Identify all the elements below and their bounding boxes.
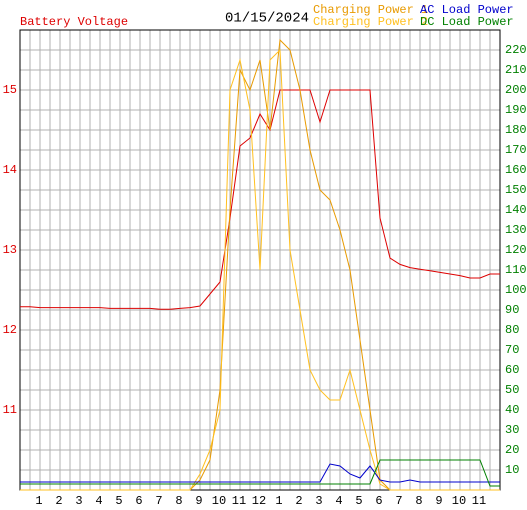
x-tick-label: 10 (452, 494, 466, 508)
x-tick-label: 4 (95, 494, 102, 508)
y2-tick-label: 160 (505, 163, 527, 177)
x-tick-label: 11 (232, 494, 246, 508)
y-tick-label: 11 (3, 403, 17, 417)
x-tick-label: 8 (415, 494, 422, 508)
y2-tick-label: 20 (505, 443, 519, 457)
y2-tick-label: 210 (505, 63, 527, 77)
y2-tick-label: 170 (505, 143, 527, 157)
x-tick-label: 9 (195, 494, 202, 508)
x-tick-label: 10 (212, 494, 226, 508)
y-tick-label: 14 (3, 163, 17, 177)
y2-tick-label: 150 (505, 183, 527, 197)
y-tick-label: 12 (3, 323, 17, 337)
y2-tick-label: 30 (505, 423, 519, 437)
x-tick-label: 7 (155, 494, 162, 508)
x-tick-label: 6 (135, 494, 142, 508)
y2-tick-label: 40 (505, 403, 519, 417)
x-tick-label: 3 (75, 494, 82, 508)
y2-tick-label: 100 (505, 283, 527, 297)
legend-entry: Charging Power 1 (313, 3, 428, 17)
y-axis-label: Battery Voltage (20, 15, 128, 29)
series-line (20, 459, 500, 487)
y2-tick-label: 140 (505, 203, 527, 217)
y2-tick-label: 10 (505, 463, 519, 477)
chart-title: 01/15/2024 (225, 11, 309, 27)
series-line (20, 89, 500, 310)
plot-frame (19, 29, 501, 491)
x-tick-label: 4 (335, 494, 342, 508)
legend-entry: Charging Power 2 (313, 15, 428, 29)
x-tick-label: 12 (252, 494, 266, 508)
x-tick-label: 8 (175, 494, 182, 508)
x-tick-label: 9 (435, 494, 442, 508)
x-tick-label: 6 (375, 494, 382, 508)
y2-tick-label: 50 (505, 383, 519, 397)
y-tick-label: 13 (3, 243, 17, 257)
series-line (20, 48, 500, 491)
y2-tick-label: 110 (505, 263, 527, 277)
x-tick-label: 2 (295, 494, 302, 508)
x-tick-label: 3 (315, 494, 322, 508)
x-tick-label: 7 (395, 494, 402, 508)
x-tick-label: 1 (35, 494, 42, 508)
y2-tick-label: 130 (505, 223, 527, 237)
x-tick-label: 1 (275, 494, 282, 508)
y2-tick-label: 70 (505, 343, 519, 357)
y2-tick-label: 190 (505, 103, 527, 117)
y2-tick-label: 90 (505, 303, 519, 317)
x-tick-label: 5 (115, 494, 122, 508)
legend-entry: AC Load Power (420, 3, 514, 17)
x-tick-label: 5 (355, 494, 362, 508)
y2-tick-label: 180 (505, 123, 527, 137)
y2-tick-label: 60 (505, 363, 519, 377)
y2-tick-label: 120 (505, 243, 527, 257)
x-tick-label: 2 (55, 494, 62, 508)
y2-tick-label: 220 (505, 43, 527, 57)
y2-tick-label: 80 (505, 323, 519, 337)
series-line (20, 463, 500, 483)
legend-entry: DC Load Power (420, 15, 514, 29)
y2-tick-label: 200 (505, 83, 527, 97)
x-tick-label: 11 (472, 494, 486, 508)
y-tick-label: 15 (3, 83, 17, 97)
